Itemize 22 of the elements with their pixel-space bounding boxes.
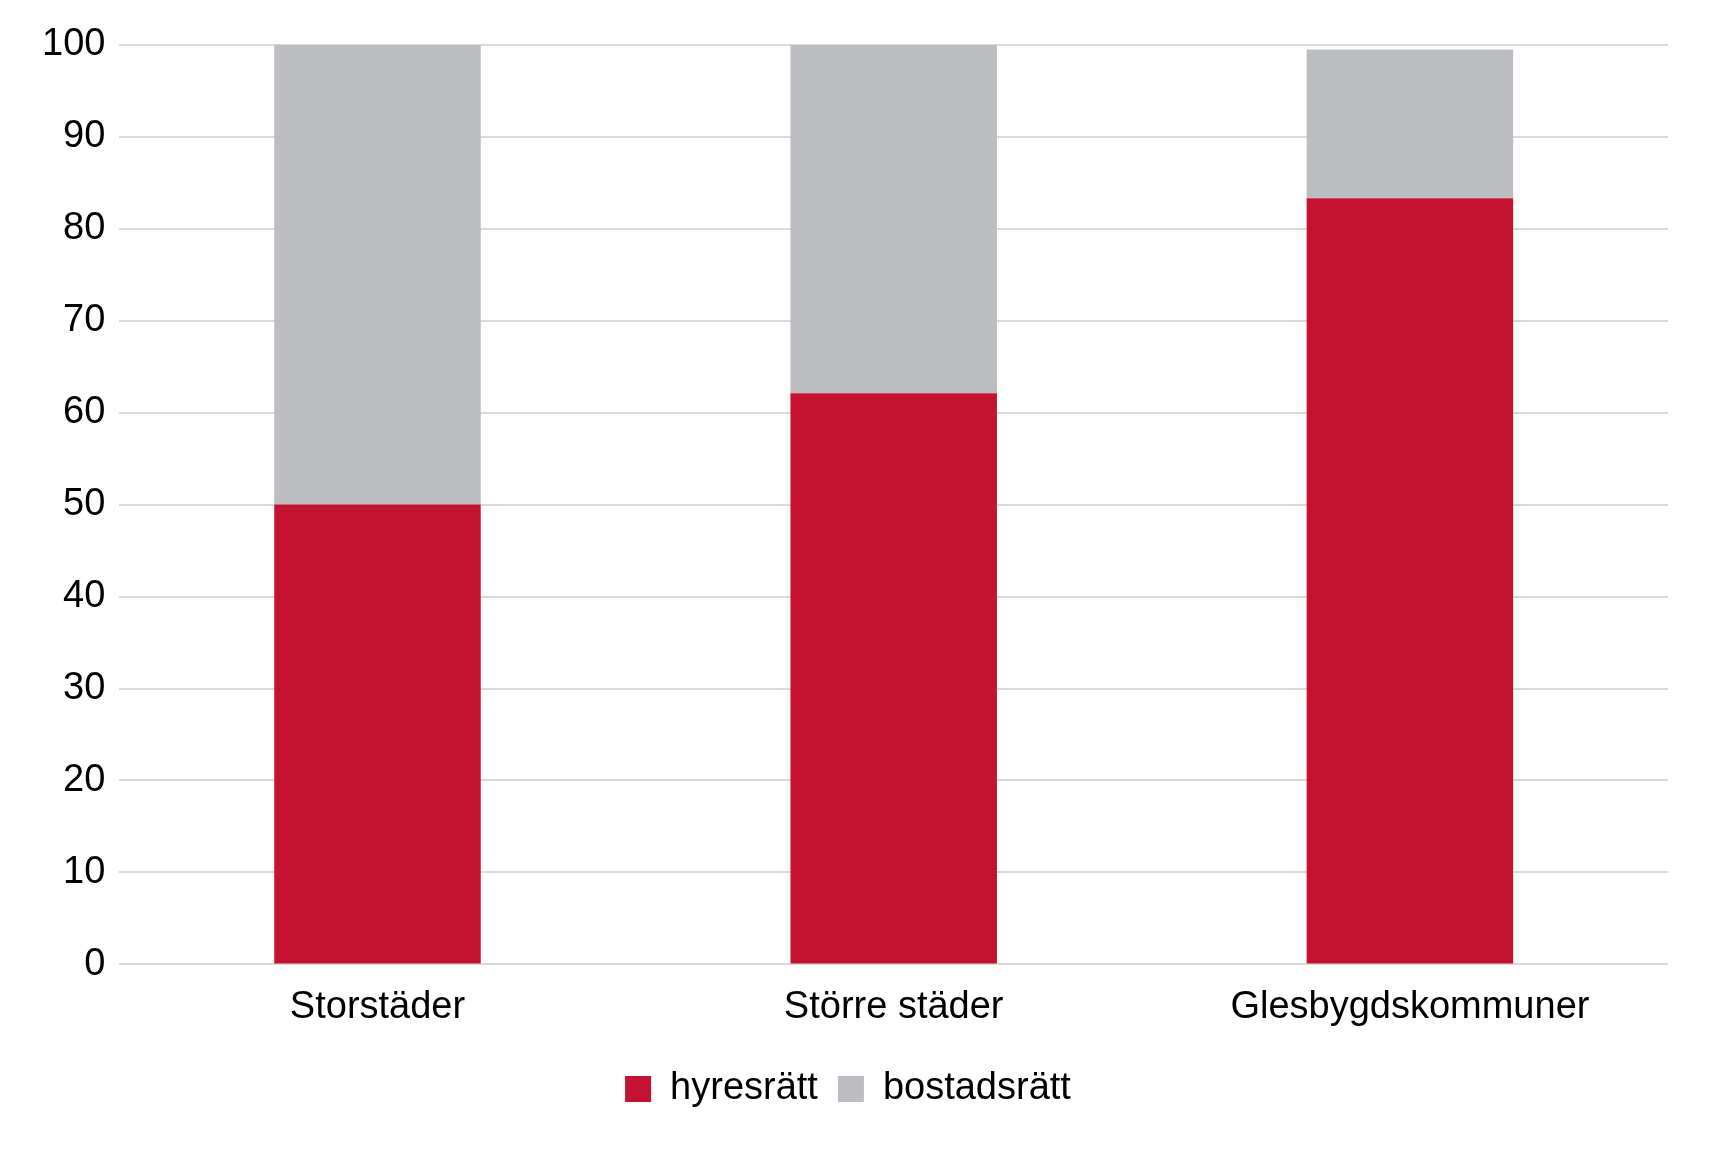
y-tick-label: 70 <box>63 297 106 340</box>
bar <box>1306 198 1514 964</box>
y-tick-label: 90 <box>63 113 106 156</box>
y-tick-label: 30 <box>63 665 106 707</box>
x-tick-label: Glesbygdskommuner <box>1230 983 1590 1026</box>
legend-label: hyresrätt <box>670 1065 819 1108</box>
y-tick-label: 0 <box>84 940 106 983</box>
y-tick-label: 20 <box>63 756 106 799</box>
x-tick-label: Större städer <box>783 983 1004 1026</box>
y-tick-label: 100 <box>42 21 106 64</box>
x-tick-label: Storstäder <box>289 983 466 1026</box>
y-tick-label: 50 <box>63 481 106 524</box>
y-tick-label: 80 <box>63 205 106 248</box>
bar <box>790 393 997 964</box>
y-tick-label: 40 <box>63 573 106 616</box>
bar <box>790 44 997 394</box>
bar <box>274 504 481 964</box>
bar <box>1306 49 1514 199</box>
legend-label: bostadsrätt <box>882 1065 1072 1108</box>
bar <box>274 44 481 505</box>
y-tick-label: 60 <box>63 389 106 432</box>
y-tick-label: 10 <box>63 848 106 891</box>
